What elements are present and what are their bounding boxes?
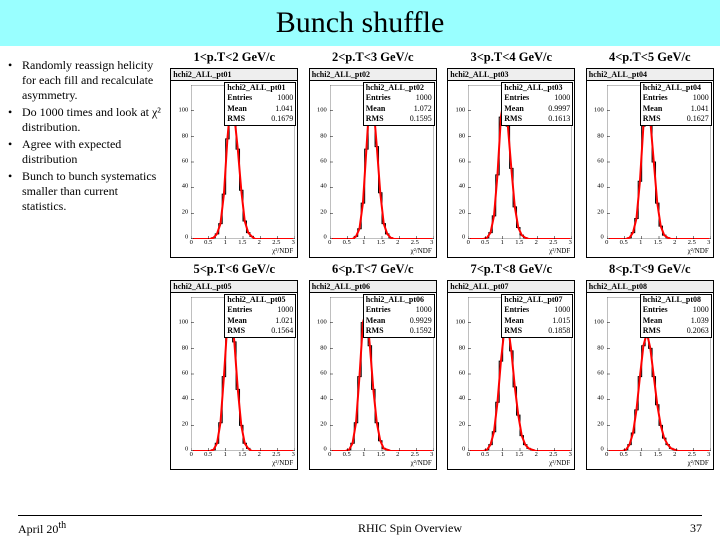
y-ticks: 020406080100 [448,85,466,237]
histogram: hchi2_ALL_pt07hchi2_ALL_pt07Entries1000M… [447,280,575,470]
chart-column-title: 4<p.T<5 GeV/c [609,50,691,68]
stats-box: hchi2_ALL_pt02Entries1000Mean1.072RMS0.1… [363,82,435,126]
x-ticks: 00.511.522.53 [330,239,432,247]
stats-box: hchi2_ALL_pt08Entries1000Mean1.039RMS0.2… [640,294,712,338]
x-axis-label: χ²/NDF [272,247,293,255]
histogram-title: hchi2_ALL_pt07 [448,281,574,293]
x-ticks: 00.511.522.53 [468,239,570,247]
x-ticks: 00.511.522.53 [468,451,570,459]
slide-body: •Randomly reassign helicity for each fil… [0,48,720,514]
histogram-title: hchi2_ALL_pt06 [310,281,436,293]
slide: Bunch shuffle •Randomly reassign helicit… [0,0,720,540]
chart-cell: 8<p.T<9 GeV/chchi2_ALL_pt08hchi2_ALL_pt0… [584,262,717,470]
histogram: hchi2_ALL_pt03hchi2_ALL_pt03Entries1000M… [447,68,575,258]
chart-column-title: 5<p.T<6 GeV/c [193,262,275,280]
histogram-title: hchi2_ALL_pt08 [587,281,713,293]
footer-date: April 20th [18,520,178,537]
histogram-title: hchi2_ALL_pt02 [310,69,436,81]
chart-cell: 2<p.T<3 GeV/chchi2_ALL_pt02hchi2_ALL_pt0… [307,50,440,258]
chart-cell: 1<p.T<2 GeV/chchi2_ALL_pt01hchi2_ALL_pt0… [168,50,301,258]
stats-box: hchi2_ALL_pt04Entries1000Mean1.041RMS0.1… [640,82,712,126]
x-ticks: 00.511.522.53 [330,451,432,459]
chart-cell: 7<p.T<8 GeV/chchi2_ALL_pt07hchi2_ALL_pt0… [445,262,578,470]
x-axis-label: χ²/NDF [688,247,709,255]
x-ticks: 00.511.522.53 [607,451,709,459]
stats-box: hchi2_ALL_pt06Entries1000Mean0.9929RMS0.… [363,294,435,338]
stats-box: hchi2_ALL_pt03Entries1000Mean0.9997RMS0.… [501,82,573,126]
stats-box: hchi2_ALL_pt07Entries1000Mean1.015RMS0.1… [501,294,573,338]
chart-column-title: 7<p.T<8 GeV/c [470,262,552,280]
y-ticks: 020406080100 [310,85,328,237]
histogram-title: hchi2_ALL_pt03 [448,69,574,81]
x-axis-label: χ²/NDF [272,459,293,467]
x-ticks: 00.511.522.53 [191,239,293,247]
histogram: hchi2_ALL_pt06hchi2_ALL_pt06Entries1000M… [309,280,437,470]
x-axis-label: χ²/NDF [549,247,570,255]
bullet-list: •Randomly reassign helicity for each fil… [8,58,163,216]
y-ticks: 020406080100 [171,85,189,237]
y-ticks: 020406080100 [448,297,466,449]
chart-column-title: 1<p.T<2 GeV/c [193,50,275,68]
x-axis-label: χ²/NDF [549,459,570,467]
chart-column-title: 8<p.T<9 GeV/c [609,262,691,280]
x-ticks: 00.511.522.53 [191,451,293,459]
stats-box: hchi2_ALL_pt05Entries1000Mean1.021RMS0.1… [224,294,296,338]
chart-column-title: 2<p.T<3 GeV/c [332,50,414,68]
histogram-title: hchi2_ALL_pt01 [171,69,297,81]
chart-grid: 1<p.T<2 GeV/chchi2_ALL_pt01hchi2_ALL_pt0… [168,50,716,514]
chart-cell: 3<p.T<4 GeV/chchi2_ALL_pt03hchi2_ALL_pt0… [445,50,578,258]
slide-title: Bunch shuffle [276,6,445,40]
chart-cell: 6<p.T<7 GeV/chchi2_ALL_pt06hchi2_ALL_pt0… [307,262,440,470]
footer-center: RHIC Spin Overview [178,521,642,536]
chart-column-title: 6<p.T<7 GeV/c [332,262,414,280]
x-axis-label: χ²/NDF [411,459,432,467]
page-number: 37 [642,521,702,536]
x-ticks: 00.511.522.53 [607,239,709,247]
histogram-title: hchi2_ALL_pt05 [171,281,297,293]
chart-cell: 5<p.T<6 GeV/chchi2_ALL_pt05hchi2_ALL_pt0… [168,262,301,470]
stats-box: hchi2_ALL_pt01Entries1000Mean1.041RMS0.1… [224,82,296,126]
histogram: hchi2_ALL_pt01hchi2_ALL_pt01Entries1000M… [170,68,298,258]
x-axis-label: χ²/NDF [688,459,709,467]
histogram: hchi2_ALL_pt04hchi2_ALL_pt04Entries1000M… [586,68,714,258]
y-ticks: 020406080100 [310,297,328,449]
histogram: hchi2_ALL_pt02hchi2_ALL_pt02Entries1000M… [309,68,437,258]
bullet-item: •Randomly reassign helicity for each fil… [8,58,163,103]
y-ticks: 020406080100 [587,297,605,449]
histogram: hchi2_ALL_pt08hchi2_ALL_pt08Entries1000M… [586,280,714,470]
y-ticks: 020406080100 [171,297,189,449]
chart-column-title: 3<p.T<4 GeV/c [470,50,552,68]
histogram-title: hchi2_ALL_pt04 [587,69,713,81]
title-bar: Bunch shuffle [0,0,720,46]
bullet-item: •Do 1000 times and look at χ² distributi… [8,105,163,135]
histogram: hchi2_ALL_pt05hchi2_ALL_pt05Entries1000M… [170,280,298,470]
footer: April 20th RHIC Spin Overview 37 [0,516,720,540]
y-ticks: 020406080100 [587,85,605,237]
bullet-item: •Bunch to bunch systematics smaller than… [8,169,163,214]
chart-cell: 4<p.T<5 GeV/chchi2_ALL_pt04hchi2_ALL_pt0… [584,50,717,258]
x-axis-label: χ²/NDF [411,247,432,255]
bullet-item: •Agree with expected distribution [8,137,163,167]
